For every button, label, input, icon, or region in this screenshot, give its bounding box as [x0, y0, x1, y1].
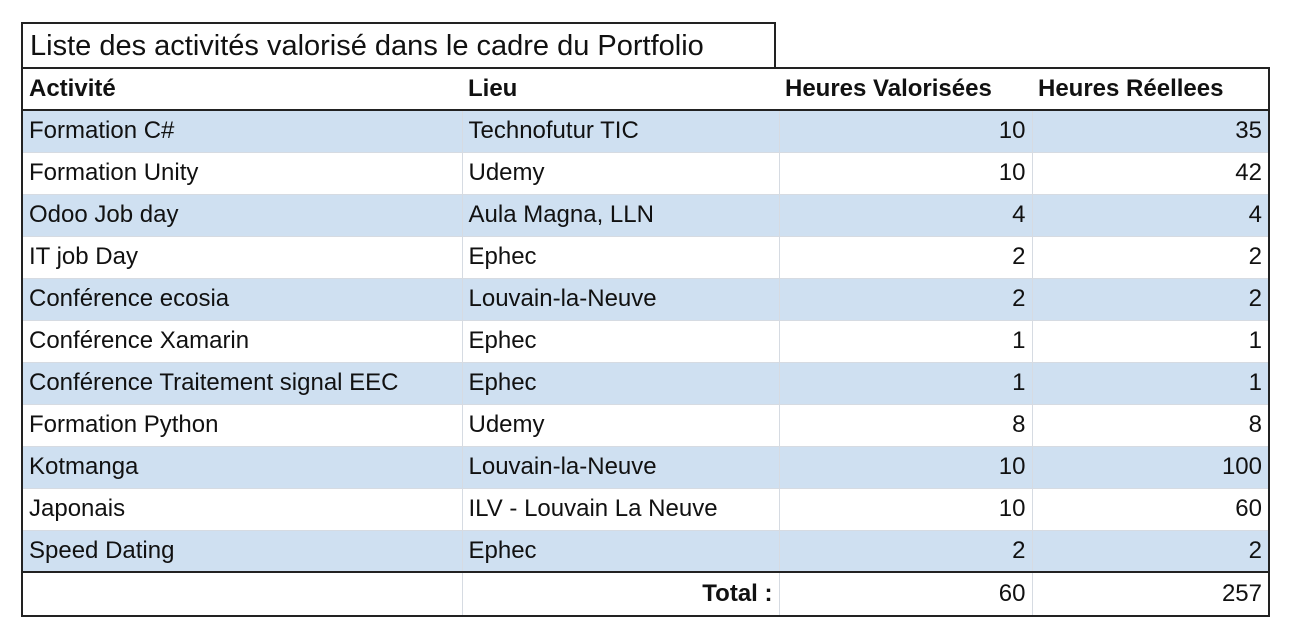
- total-row: Total : 60 257: [21, 571, 1270, 617]
- cell-heures-reelles: 2: [1032, 278, 1270, 321]
- cell-heures-reelles: 8: [1032, 404, 1270, 447]
- cell-heures-reelles: 1: [1032, 362, 1270, 405]
- cell-heures-valorisees: 1: [779, 362, 1033, 405]
- table-row: Conférence Traitement signal EEC Ephec 1…: [21, 362, 1270, 405]
- cell-activite: Kotmanga: [21, 446, 463, 489]
- cell-heures-valorisees: 2: [779, 530, 1033, 573]
- cell-lieu: Udemy: [462, 152, 780, 195]
- cell-lieu: Ephec: [462, 236, 780, 279]
- cell-activite: IT job Day: [21, 236, 463, 279]
- table-row: Japonais ILV - Louvain La Neuve 10 60: [21, 488, 1270, 531]
- activities-table: Activité Lieu Heures Valorisées Heures R…: [21, 67, 1270, 617]
- cell-heures-reelles: 100: [1032, 446, 1270, 489]
- cell-heures-valorisees: 10: [779, 446, 1033, 489]
- cell-lieu: Ephec: [462, 530, 780, 573]
- cell-heures-valorisees: 10: [779, 152, 1033, 195]
- cell-lieu: Technofutur TIC: [462, 110, 780, 153]
- table-row: Conférence ecosia Louvain-la-Neuve 2 2: [21, 278, 1270, 321]
- table-row: Odoo Job day Aula Magna, LLN 4 4: [21, 194, 1270, 237]
- cell-lieu: Ephec: [462, 320, 780, 363]
- total-empty-cell: [21, 571, 463, 617]
- cell-heures-valorisees: 1: [779, 320, 1033, 363]
- cell-heures-reelles: 42: [1032, 152, 1270, 195]
- table-row: Formation C# Technofutur TIC 10 35: [21, 110, 1270, 153]
- cell-lieu: Udemy: [462, 404, 780, 447]
- cell-heures-reelles: 35: [1032, 110, 1270, 153]
- cell-activite: Speed Dating: [21, 530, 463, 573]
- cell-activite: Conférence Xamarin: [21, 320, 463, 363]
- column-header-lieu: Lieu: [462, 67, 779, 111]
- table-row: Formation Python Udemy 8 8: [21, 404, 1270, 447]
- column-header-heures-valorisees: Heures Valorisées: [779, 67, 1032, 111]
- cell-activite: Conférence ecosia: [21, 278, 463, 321]
- cell-heures-reelles: 1: [1032, 320, 1270, 363]
- cell-activite: Conférence Traitement signal EEC: [21, 362, 463, 405]
- cell-heures-reelles: 2: [1032, 530, 1270, 573]
- table-row: Kotmanga Louvain-la-Neuve 10 100: [21, 446, 1270, 489]
- cell-activite: Odoo Job day: [21, 194, 463, 237]
- header-row: Activité Lieu Heures Valorisées Heures R…: [21, 67, 1270, 111]
- cell-lieu: Aula Magna, LLN: [462, 194, 780, 237]
- cell-activite: Formation Unity: [21, 152, 463, 195]
- cell-lieu: Louvain-la-Neuve: [462, 446, 780, 489]
- total-heures-valorisees: 60: [779, 571, 1033, 617]
- cell-lieu: Louvain-la-Neuve: [462, 278, 780, 321]
- column-header-heures-reelles: Heures Réellees: [1032, 67, 1270, 111]
- table-row: Formation Unity Udemy 10 42: [21, 152, 1270, 195]
- cell-heures-reelles: 60: [1032, 488, 1270, 531]
- cell-activite: Japonais: [21, 488, 463, 531]
- cell-lieu: Ephec: [462, 362, 780, 405]
- cell-heures-valorisees: 10: [779, 110, 1033, 153]
- cell-heures-valorisees: 8: [779, 404, 1033, 447]
- table-row: Conférence Xamarin Ephec 1 1: [21, 320, 1270, 363]
- table-row: IT job Day Ephec 2 2: [21, 236, 1270, 279]
- cell-heures-reelles: 4: [1032, 194, 1270, 237]
- table-row: Speed Dating Ephec 2 2: [21, 530, 1270, 573]
- total-label: Total :: [462, 571, 780, 617]
- column-header-activite: Activité: [21, 67, 462, 111]
- cell-heures-reelles: 2: [1032, 236, 1270, 279]
- cell-activite: Formation C#: [21, 110, 463, 153]
- total-heures-reelles: 257: [1032, 571, 1270, 617]
- table-title: Liste des activités valorisé dans le cad…: [21, 22, 776, 67]
- cell-heures-valorisees: 10: [779, 488, 1033, 531]
- cell-heures-valorisees: 2: [779, 278, 1033, 321]
- cell-heures-valorisees: 4: [779, 194, 1033, 237]
- cell-activite: Formation Python: [21, 404, 463, 447]
- cell-heures-valorisees: 2: [779, 236, 1033, 279]
- cell-lieu: ILV - Louvain La Neuve: [462, 488, 780, 531]
